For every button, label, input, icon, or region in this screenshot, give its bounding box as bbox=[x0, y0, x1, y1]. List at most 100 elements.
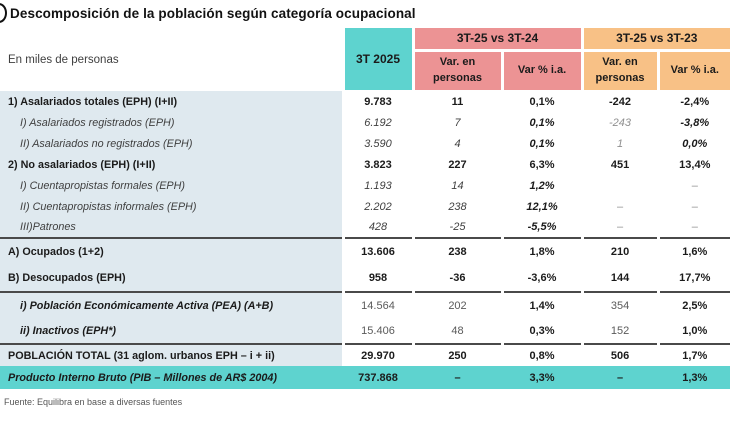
cell-value: 3.823 bbox=[341, 154, 413, 175]
row-label: 1) Asalariados totales (EPH) (I+II) bbox=[0, 91, 343, 112]
cell-value: – bbox=[656, 196, 730, 217]
table-row: 1) Asalariados totales (EPH) (I+II) 9.783… bbox=[0, 91, 730, 112]
cell-value: 13.606 bbox=[341, 237, 413, 265]
cell-value: 238 bbox=[411, 237, 502, 265]
source-note: Fuente: Equilibra en base a diversas fue… bbox=[4, 397, 183, 407]
cell-value: -25 bbox=[411, 217, 502, 238]
cell-value: 11 bbox=[411, 91, 502, 112]
cell-value: – bbox=[580, 366, 659, 389]
table-row: ii) Inactivos (EPH*) 15.406 48 0,3% 152 1,0% bbox=[0, 318, 730, 344]
cell-value: 1.193 bbox=[341, 175, 413, 196]
logo-mark-icon bbox=[0, 3, 7, 23]
cell-value: 1,6% bbox=[656, 237, 730, 265]
cell-value: – bbox=[656, 175, 730, 196]
cell-value: 2.202 bbox=[341, 196, 413, 217]
cell-value: 9.783 bbox=[341, 91, 413, 112]
cell-value: 506 bbox=[580, 343, 659, 366]
table-body: 1) Asalariados totales (EPH) (I+II) 9.783… bbox=[0, 91, 730, 389]
cell-value: – bbox=[580, 217, 659, 238]
subcol-var-personas-3t23: Var. en personas bbox=[580, 50, 659, 93]
cell-value: 1,2% bbox=[500, 175, 583, 196]
cell-value: – bbox=[580, 196, 659, 217]
cell-value: 0,1% bbox=[500, 91, 583, 112]
cell-value: 17,7% bbox=[656, 265, 730, 292]
row-label: POBLACIÓN TOTAL (31 aglom. urbanos EPH –… bbox=[0, 343, 343, 366]
cell-value: 0,0% bbox=[656, 133, 730, 154]
cell-value: – bbox=[411, 366, 502, 389]
cell-value: 12,1% bbox=[500, 196, 583, 217]
cell-value: -243 bbox=[580, 112, 659, 133]
cell-value: 14.564 bbox=[341, 291, 413, 318]
row-label: B) Desocupados (EPH) bbox=[0, 265, 343, 292]
cell-value: 6,3% bbox=[500, 154, 583, 175]
page-title: Descomposición de la población según cat… bbox=[10, 6, 416, 21]
col-header-3t2025: 3T 2025 bbox=[341, 28, 413, 93]
cell-value: -5,5% bbox=[500, 217, 583, 238]
row-label: II) Cuentapropistas informales (EPH) bbox=[0, 196, 343, 217]
table-row: POBLACIÓN TOTAL (31 aglom. urbanos EPH –… bbox=[0, 343, 730, 366]
cell-value: 144 bbox=[580, 265, 659, 292]
cell-value: 6.192 bbox=[341, 112, 413, 133]
cell-value: 48 bbox=[411, 318, 502, 344]
table-row: II) Asalariados no registrados (EPH) 3.59… bbox=[0, 133, 730, 154]
cell-value: -2,4% bbox=[656, 91, 730, 112]
cell-value: 1,4% bbox=[500, 291, 583, 318]
cell-value: 202 bbox=[411, 291, 502, 318]
cell-value: 7 bbox=[411, 112, 502, 133]
cell-value bbox=[580, 175, 659, 196]
row-label: II) Asalariados no registrados (EPH) bbox=[0, 133, 343, 154]
cell-value: 13,4% bbox=[656, 154, 730, 175]
table-row: II) Cuentapropistas informales (EPH) 2.20… bbox=[0, 196, 730, 217]
row-label: Producto Interno Bruto (PIB – Millones d… bbox=[0, 366, 343, 389]
cell-value: 152 bbox=[580, 318, 659, 344]
cell-value: 1,7% bbox=[656, 343, 730, 366]
cell-value: 1,0% bbox=[656, 318, 730, 344]
cell-value: 15.406 bbox=[341, 318, 413, 344]
table-row: I) Cuentapropistas formales (EPH) 1.193 14… bbox=[0, 175, 730, 196]
row-label: III)Patrones bbox=[0, 217, 343, 238]
unit-label: En miles de personas bbox=[0, 28, 343, 91]
subcol-var-pct-3t24: Var % i.a. bbox=[500, 50, 583, 93]
cell-value: 238 bbox=[411, 196, 502, 217]
cell-value: 0,3% bbox=[500, 318, 583, 344]
row-label: 2) No asalariados (EPH) (I+II) bbox=[0, 154, 343, 175]
subcol-var-pct-3t23: Var % i.a. bbox=[656, 50, 730, 93]
cell-value: 958 bbox=[341, 265, 413, 292]
population-table: En miles de personas 3T 2025 3T-25 vs 3T… bbox=[0, 28, 730, 389]
cell-value: 0,1% bbox=[500, 133, 583, 154]
cell-value: 250 bbox=[411, 343, 502, 366]
cell-value: 3,3% bbox=[500, 366, 583, 389]
cell-value: -242 bbox=[580, 91, 659, 112]
table-row: 2) No asalariados (EPH) (I+II) 3.823 227 6,… bbox=[0, 154, 730, 175]
cell-value: 14 bbox=[411, 175, 502, 196]
cell-value: 2,5% bbox=[656, 291, 730, 318]
cell-value: 29.970 bbox=[341, 343, 413, 366]
cell-value: 1 bbox=[580, 133, 659, 154]
cell-value: 4 bbox=[411, 133, 502, 154]
row-label: i) Población Económicamente Activa (PEA)… bbox=[0, 291, 343, 318]
cell-value: – bbox=[656, 217, 730, 238]
row-label: I) Cuentapropistas formales (EPH) bbox=[0, 175, 343, 196]
cell-value: -36 bbox=[411, 265, 502, 292]
cell-value: 1,3% bbox=[656, 366, 730, 389]
table-header: En miles de personas 3T 2025 3T-25 vs 3T… bbox=[0, 28, 730, 93]
cell-value: 1,8% bbox=[500, 237, 583, 265]
cell-value: 0,1% bbox=[500, 112, 583, 133]
cell-value: 3.590 bbox=[341, 133, 413, 154]
table-row: I) Asalariados registrados (EPH) 6.192 7 0,… bbox=[0, 112, 730, 133]
cell-value: 210 bbox=[580, 237, 659, 265]
cell-value: -3,8% bbox=[656, 112, 730, 133]
table-row: Producto Interno Bruto (PIB – Millones d… bbox=[0, 366, 730, 389]
cell-value: 737.868 bbox=[341, 366, 413, 389]
table-row: III)Patrones 428 -25 -5,5% – – bbox=[0, 217, 730, 238]
title-row: Descomposición de la población según cat… bbox=[0, 0, 730, 28]
table-row: A) Ocupados (1+2) 13.606 238 1,8% 210 1,6% bbox=[0, 237, 730, 265]
col-group-3t25-vs-3t23: 3T-25 vs 3T-23 bbox=[580, 28, 730, 52]
col-group-3t25-vs-3t24: 3T-25 vs 3T-24 bbox=[411, 28, 583, 52]
cell-value: 354 bbox=[580, 291, 659, 318]
row-label: I) Asalariados registrados (EPH) bbox=[0, 112, 343, 133]
row-label: ii) Inactivos (EPH*) bbox=[0, 318, 343, 344]
cell-value: 227 bbox=[411, 154, 502, 175]
cell-value: 428 bbox=[341, 217, 413, 238]
